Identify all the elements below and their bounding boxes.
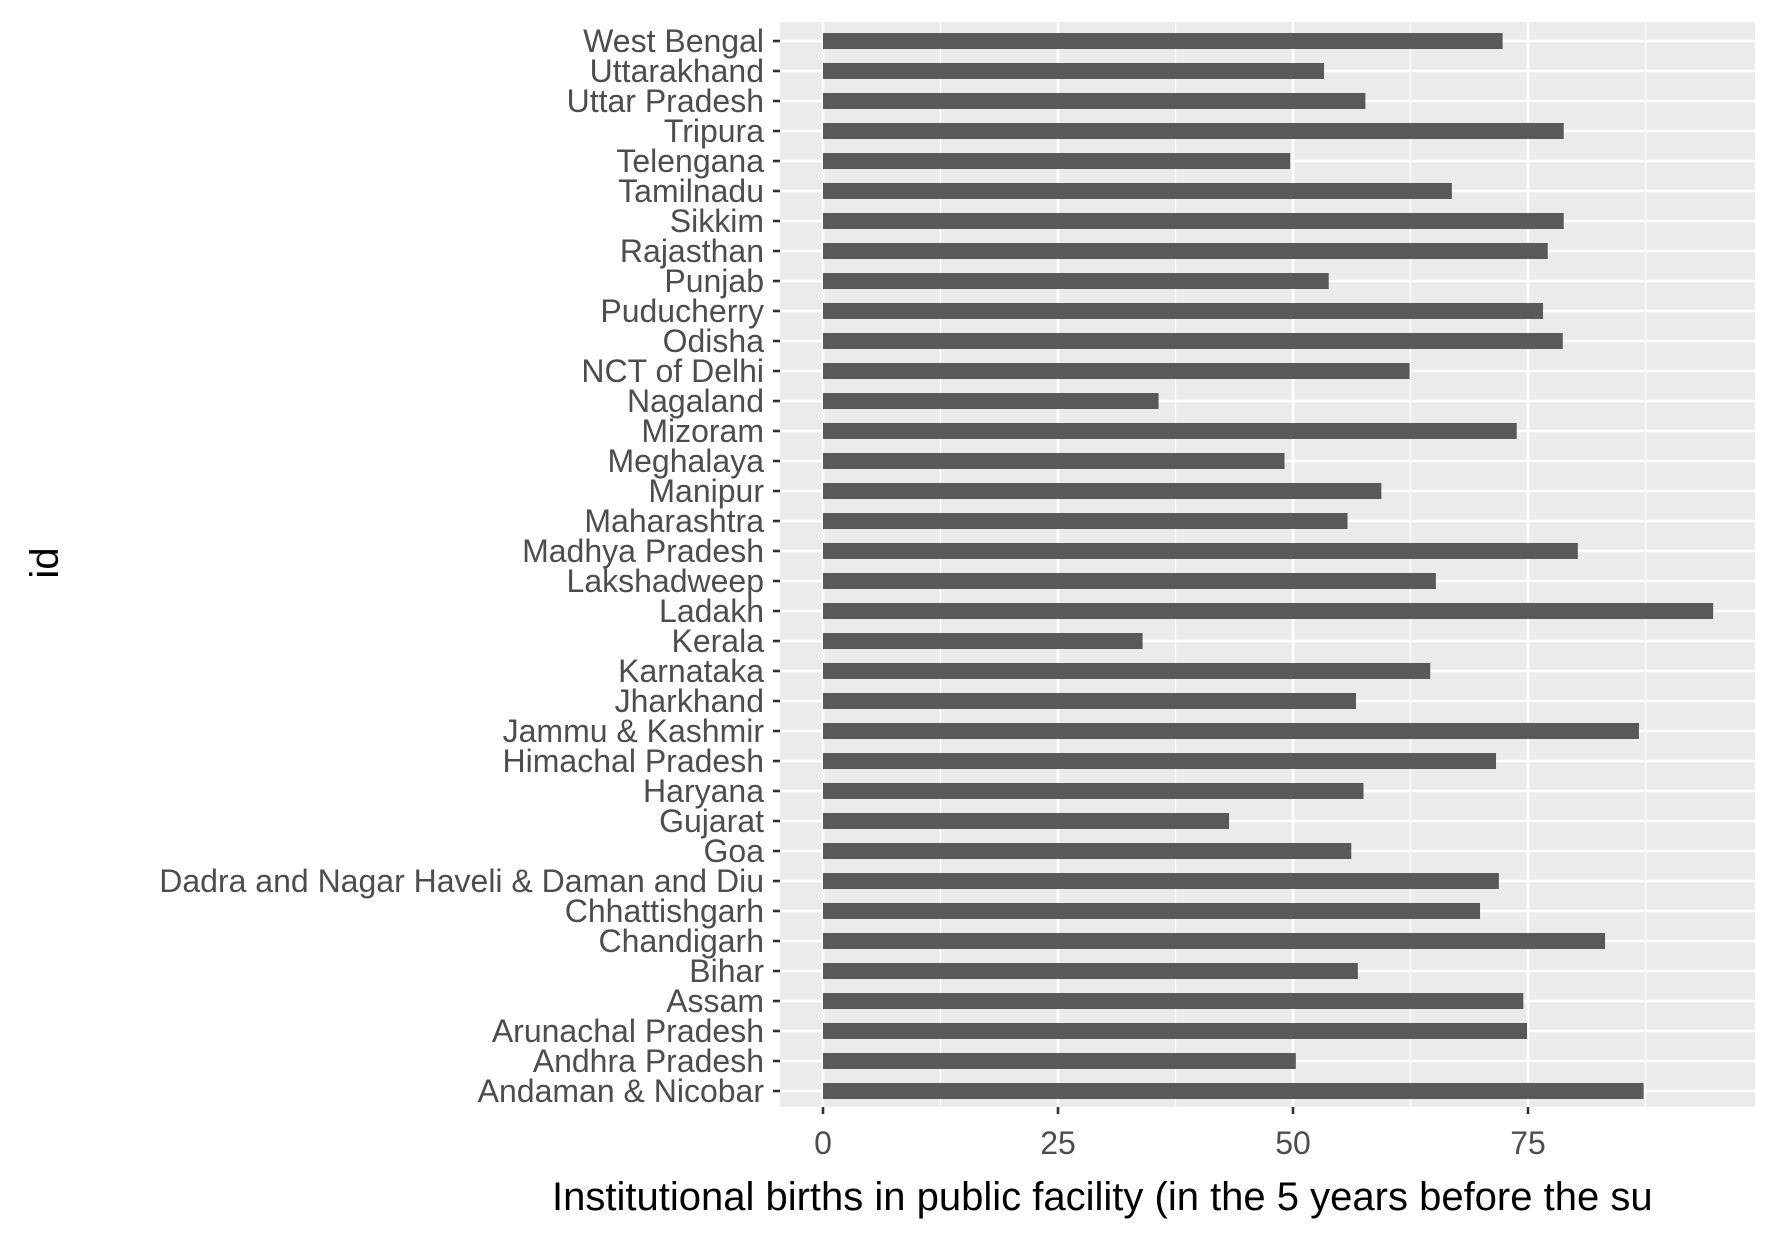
y-tick-label: Karnataka — [618, 653, 764, 689]
y-tick-label: Goa — [704, 833, 765, 869]
x-tick-label: 25 — [1040, 1125, 1076, 1161]
bar — [823, 123, 1564, 139]
y-tick-label: Chhattishgarh — [565, 893, 764, 929]
bar — [823, 903, 1481, 919]
minor-gridlines — [939, 22, 1647, 1107]
bar — [823, 963, 1358, 979]
y-tick-label: Himachal Pradesh — [503, 743, 764, 779]
panel-background — [780, 22, 1755, 1107]
y-tick-label: Meghalaya — [607, 443, 764, 479]
y-tick-label: Tripura — [664, 113, 764, 149]
y-tick-label: Bihar — [689, 953, 764, 989]
y-tick-label: Uttar Pradesh — [567, 83, 764, 119]
bar — [823, 513, 1348, 529]
bar — [823, 693, 1356, 709]
bar — [823, 63, 1325, 79]
bar — [823, 93, 1366, 109]
y-tick-label: Sikkim — [670, 203, 764, 239]
x-axis: 0 25 50 75 — [814, 1107, 1546, 1161]
bar — [823, 273, 1329, 289]
y-tick-label: Lakshadweep — [567, 563, 764, 599]
y-tick-label: Nagaland — [627, 383, 764, 419]
bar — [823, 213, 1564, 229]
y-tick-label: Gujarat — [659, 803, 764, 839]
y-tick-label: Ladakh — [659, 593, 764, 629]
y-tick-label: Haryana — [643, 773, 764, 809]
y-tick-label: Mizoram — [641, 413, 764, 449]
bar — [823, 813, 1230, 829]
bar — [823, 183, 1452, 199]
bar — [823, 303, 1544, 319]
bar — [823, 1023, 1528, 1039]
bar — [823, 573, 1436, 589]
bar — [823, 393, 1159, 409]
x-tick-label: 50 — [1275, 1125, 1311, 1161]
y-tick-label: Assam — [666, 983, 764, 1019]
bar — [823, 453, 1285, 469]
y-tick-label: Andhra Pradesh — [533, 1043, 764, 1079]
bar — [823, 363, 1410, 379]
y-tick-label: Jammu & Kashmir — [503, 713, 765, 749]
bar — [823, 423, 1517, 439]
y-tick-label: Jharkhand — [615, 683, 764, 719]
bar — [823, 1053, 1296, 1069]
y-tick-label: Odisha — [663, 323, 765, 359]
bar — [823, 483, 1382, 499]
x-axis-title: Institutional births in public facility … — [552, 1175, 1653, 1219]
bar — [823, 153, 1291, 169]
bar — [823, 633, 1143, 649]
bar — [823, 33, 1503, 49]
y-tick-label: Arunachal Pradesh — [492, 1013, 764, 1049]
bar — [823, 723, 1639, 739]
bar — [823, 753, 1497, 769]
bar — [823, 243, 1548, 259]
y-tick-label: Tamilnadu — [618, 173, 764, 209]
y-tick-label: Puducherry — [600, 293, 764, 329]
bar — [823, 873, 1499, 889]
y-tick-label: Manipur — [648, 473, 764, 509]
y-tick-label: Rajasthan — [620, 233, 764, 269]
y-tick-label: Maharashtra — [584, 503, 764, 539]
bar — [823, 603, 1714, 619]
y-tick-label: Punjab — [664, 263, 764, 299]
bar — [823, 333, 1563, 349]
y-tick-label: Madhya Pradesh — [522, 533, 764, 569]
bar — [823, 993, 1524, 1009]
x-tick-label: 0 — [814, 1125, 832, 1161]
y-tick-label: Uttarakhand — [590, 53, 764, 89]
bars — [823, 33, 1714, 1099]
bar — [823, 663, 1431, 679]
y-tick-label: Chandigarh — [599, 923, 764, 959]
y-tick-label: Kerala — [672, 623, 765, 659]
y-tick-label: Telengana — [616, 143, 764, 179]
y-axis-title: id — [23, 547, 67, 578]
y-tick-label: Andaman & Nicobar — [478, 1073, 765, 1109]
y-tick-label: West Bengal — [583, 23, 764, 59]
y-tick-label: NCT of Delhi — [581, 353, 764, 389]
y-tick-label: Dadra and Nagar Haveli & Daman and Diu — [159, 863, 764, 899]
bar — [823, 933, 1606, 949]
bar — [823, 783, 1364, 799]
bar — [823, 843, 1352, 859]
x-tick-label: 75 — [1510, 1125, 1546, 1161]
bar — [823, 1083, 1644, 1099]
bar — [823, 543, 1578, 559]
